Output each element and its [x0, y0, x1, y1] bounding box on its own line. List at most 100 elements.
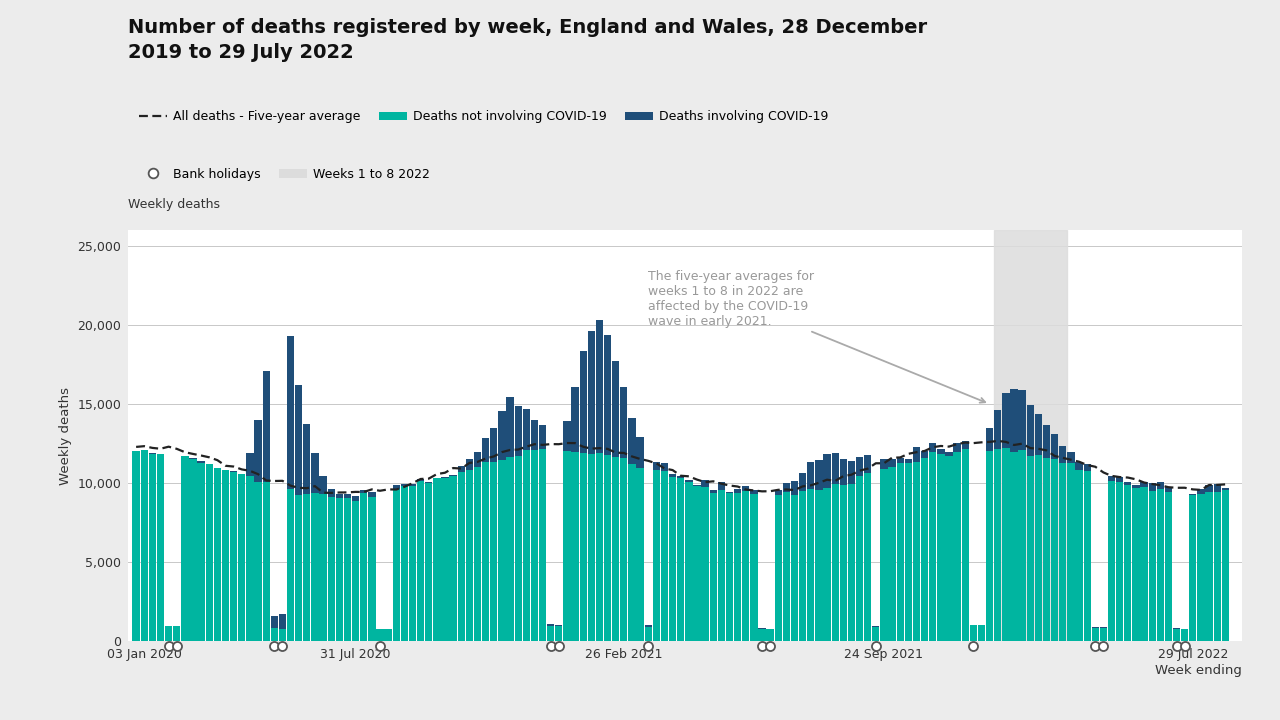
Bar — [986, 428, 993, 451]
Bar — [961, 441, 969, 449]
Bar — [571, 451, 579, 641]
Bar — [221, 470, 229, 641]
Bar — [1213, 485, 1221, 492]
Bar — [320, 494, 326, 641]
Bar — [1189, 495, 1197, 641]
Bar — [157, 454, 164, 641]
Bar — [1116, 482, 1124, 641]
Bar — [425, 482, 433, 483]
Legend: Bank holidays, Weeks 1 to 8 2022: Bank holidays, Weeks 1 to 8 2022 — [134, 163, 435, 186]
Bar — [677, 476, 685, 477]
Bar — [270, 616, 278, 629]
All deaths - Five-year average — [1161, 483, 1176, 492]
Bar — [571, 387, 579, 451]
Bar — [995, 410, 1001, 449]
Bar — [311, 493, 319, 641]
Line: All deaths - Five-year average: All deaths - Five-year average — [136, 441, 1225, 493]
Bar — [165, 626, 173, 641]
Bar — [653, 469, 660, 641]
Bar — [1034, 414, 1042, 455]
Bar — [442, 477, 449, 478]
Bar — [937, 449, 945, 454]
Bar — [881, 459, 887, 469]
Bar — [604, 456, 612, 641]
Bar — [823, 488, 831, 641]
Bar — [1027, 405, 1034, 456]
Bar — [173, 626, 180, 641]
Bar — [303, 424, 311, 494]
Bar — [408, 486, 416, 641]
Bar — [563, 451, 571, 641]
Bar — [1116, 477, 1124, 482]
Bar — [733, 490, 741, 493]
Bar — [531, 450, 538, 641]
Bar — [1221, 488, 1229, 490]
Bar — [1059, 446, 1066, 464]
Bar — [888, 467, 896, 641]
Bar — [449, 476, 457, 641]
Bar — [621, 459, 627, 641]
Bar — [840, 459, 847, 485]
Bar — [1206, 492, 1212, 641]
Bar — [1019, 390, 1025, 450]
Bar — [320, 476, 326, 494]
Bar — [1221, 490, 1229, 641]
Bar — [238, 474, 246, 641]
Bar — [993, 230, 1066, 641]
Bar — [660, 463, 668, 471]
Bar — [929, 444, 937, 451]
Bar — [588, 454, 595, 641]
Bar — [458, 466, 465, 472]
Bar — [547, 626, 554, 641]
Bar — [995, 449, 1001, 641]
Bar — [1002, 448, 1010, 641]
Bar — [384, 629, 392, 641]
Bar — [1140, 487, 1148, 641]
Bar — [896, 458, 904, 463]
Bar — [946, 452, 952, 456]
Bar — [352, 496, 360, 500]
Bar — [369, 492, 375, 498]
Bar — [563, 421, 571, 451]
Bar — [393, 489, 399, 641]
Bar — [1068, 452, 1075, 463]
Bar — [1157, 482, 1164, 490]
Bar — [246, 477, 253, 641]
Bar — [507, 397, 513, 457]
Bar — [148, 454, 156, 641]
Bar — [1034, 455, 1042, 641]
Bar — [1002, 394, 1010, 448]
Bar — [483, 462, 489, 641]
All deaths - Five-year average — [389, 485, 404, 494]
Bar — [621, 387, 627, 459]
Bar — [182, 456, 188, 641]
Bar — [401, 484, 408, 486]
Bar — [856, 476, 863, 641]
Bar — [733, 493, 741, 641]
Bar — [206, 464, 212, 641]
Bar — [352, 500, 360, 641]
Bar — [628, 464, 636, 641]
Bar — [490, 462, 498, 641]
Bar — [954, 444, 961, 452]
Bar — [360, 492, 367, 641]
Bar — [270, 629, 278, 641]
Bar — [645, 625, 652, 626]
Y-axis label: Weekly deaths: Weekly deaths — [59, 387, 72, 485]
Bar — [1165, 492, 1172, 641]
Bar — [694, 485, 700, 641]
Bar — [515, 406, 522, 456]
Bar — [335, 494, 343, 498]
Bar — [628, 418, 636, 464]
Bar — [847, 484, 855, 641]
Bar — [913, 462, 920, 641]
Text: Weekly deaths: Weekly deaths — [128, 198, 220, 211]
Bar — [783, 483, 790, 492]
Bar — [1010, 452, 1018, 641]
Bar — [864, 473, 872, 641]
Bar — [978, 624, 986, 626]
Bar — [742, 487, 749, 491]
Bar — [709, 490, 717, 493]
Bar — [287, 489, 294, 641]
Bar — [645, 626, 652, 641]
